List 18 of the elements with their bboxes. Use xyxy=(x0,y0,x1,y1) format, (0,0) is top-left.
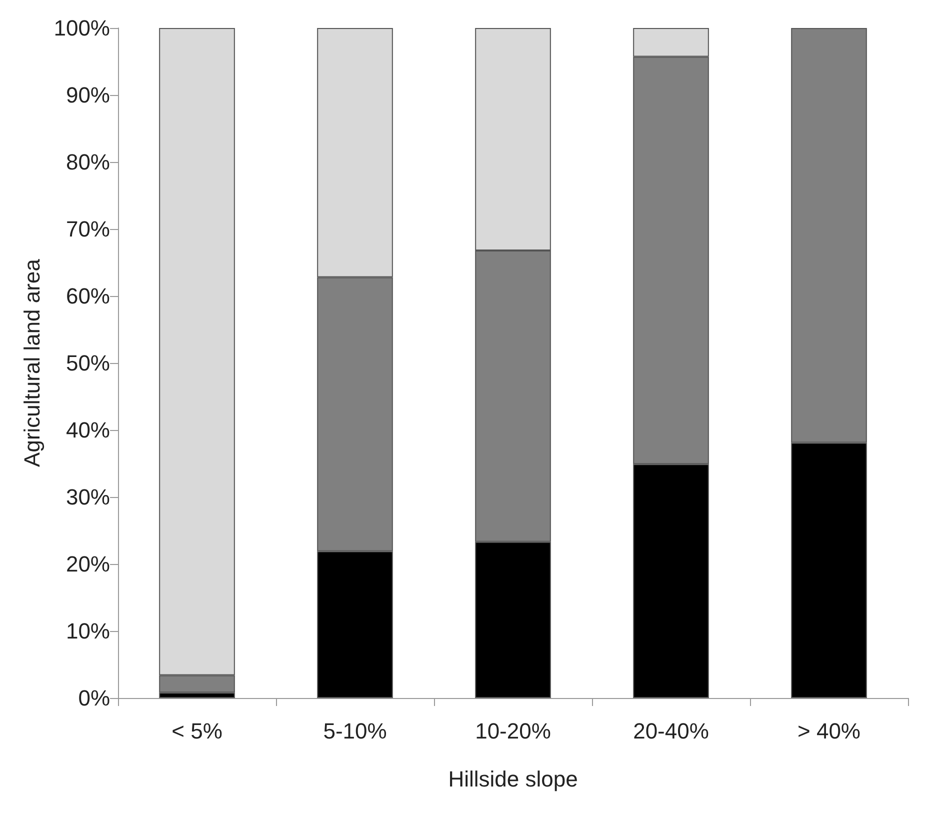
y-tick-label: 40% xyxy=(66,418,110,442)
x-tick-label: 5-10% xyxy=(323,718,387,744)
y-tick-label: 90% xyxy=(66,82,110,108)
x-tick-label: 20-40% xyxy=(633,718,709,744)
y-tick-label: 100% xyxy=(54,16,110,40)
x-tick-label: < 5% xyxy=(172,718,222,744)
x-tick-label: 10-20% xyxy=(475,718,551,744)
y-tick-label: 60% xyxy=(66,284,110,308)
y-tick-label: 80% xyxy=(66,150,110,174)
y-tick-label: 0% xyxy=(78,686,110,710)
y-tick-label: 30% xyxy=(66,484,110,510)
y-tick-label: 70% xyxy=(66,216,110,242)
y-tick-label: 10% xyxy=(66,618,110,644)
y-axis-title: Agricultural land area xyxy=(19,258,44,467)
x-tick-label: > 40% xyxy=(798,718,860,744)
y-tick-label: 20% xyxy=(66,552,110,576)
x-axis-title: Hillside slope xyxy=(448,766,578,792)
y-tick-label: 50% xyxy=(66,350,110,376)
